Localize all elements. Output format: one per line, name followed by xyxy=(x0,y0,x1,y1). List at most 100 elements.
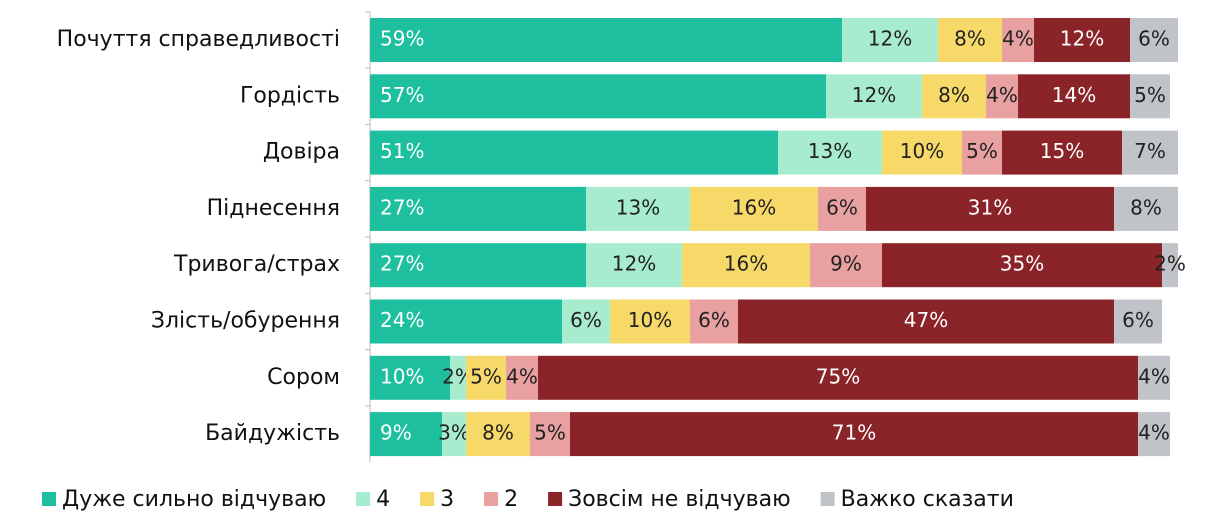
bar-segment xyxy=(690,186,818,231)
bar-segment xyxy=(882,243,1162,288)
value-label: 2% xyxy=(1154,252,1186,276)
category-label: Байдужість xyxy=(205,421,340,446)
bar-segment xyxy=(466,412,530,457)
category-label: Сором xyxy=(267,365,340,390)
bar-segment xyxy=(370,74,826,119)
legend-label: 2 xyxy=(504,487,518,512)
bar-segment xyxy=(1034,18,1130,62)
value-label: 4% xyxy=(986,83,1018,107)
value-label: 6% xyxy=(570,308,602,332)
value-label: 3% xyxy=(438,421,470,445)
bar-segment xyxy=(370,299,562,344)
value-label: 8% xyxy=(954,27,986,51)
value-label: 47% xyxy=(904,308,948,332)
bar-segment xyxy=(682,243,810,288)
value-label: 24% xyxy=(380,308,424,332)
value-label: 5% xyxy=(470,364,502,388)
value-label: 9% xyxy=(830,252,862,276)
bar-segment xyxy=(370,18,842,62)
value-label: 10% xyxy=(900,139,944,163)
bar-segment xyxy=(938,18,1002,62)
bar-segment xyxy=(610,299,690,344)
value-label: 13% xyxy=(616,195,660,219)
legend-swatch xyxy=(484,492,499,506)
value-label: 59% xyxy=(380,27,424,51)
legend-label: 4 xyxy=(376,487,390,512)
category-label: Злість/обурення xyxy=(151,309,340,334)
value-label: 27% xyxy=(380,195,424,219)
bar-segment xyxy=(370,186,586,231)
bar-segment xyxy=(586,186,690,231)
bar-segment xyxy=(826,74,922,119)
value-label: 8% xyxy=(1130,195,1162,219)
value-label: 4% xyxy=(506,364,538,388)
value-label: 12% xyxy=(852,83,896,107)
bar-segment xyxy=(530,412,570,457)
value-label: 10% xyxy=(628,308,672,332)
value-label: 10% xyxy=(380,364,424,388)
value-label: 7% xyxy=(1134,139,1166,163)
bar-segment xyxy=(818,186,866,231)
bar-segment xyxy=(810,243,882,288)
bar-segment xyxy=(882,130,962,175)
value-label: 75% xyxy=(816,364,860,388)
value-label: 4% xyxy=(1002,27,1034,51)
value-label: 5% xyxy=(966,139,998,163)
bar-segment xyxy=(370,355,450,400)
value-label: 57% xyxy=(380,83,424,107)
bar-segment xyxy=(1018,74,1130,119)
value-label: 16% xyxy=(724,252,768,276)
bar-segment xyxy=(738,299,1114,344)
bar-segment xyxy=(1002,18,1034,62)
category-label: Піднесення xyxy=(207,196,340,221)
bar-segment xyxy=(506,355,538,400)
value-label: 6% xyxy=(826,195,858,219)
legend-swatch xyxy=(356,492,371,506)
bar-segment xyxy=(1138,355,1170,400)
bar-segment xyxy=(986,74,1018,119)
value-label: 71% xyxy=(832,421,876,445)
bar-segment xyxy=(1122,130,1178,175)
bar-segment xyxy=(1130,18,1178,62)
legend-label: Важко сказати xyxy=(841,487,1014,512)
value-label: 8% xyxy=(938,83,970,107)
value-label: 35% xyxy=(1000,252,1044,276)
value-label: 15% xyxy=(1040,139,1084,163)
value-label: 31% xyxy=(968,195,1012,219)
bar-segment xyxy=(1114,299,1162,344)
value-label: 12% xyxy=(1060,27,1104,51)
bar-segment xyxy=(538,355,1138,400)
value-label: 13% xyxy=(808,139,852,163)
bar-segment xyxy=(442,412,466,457)
value-label: 51% xyxy=(380,139,424,163)
value-label: 12% xyxy=(868,27,912,51)
bar-segment xyxy=(962,130,1002,175)
bar-segment xyxy=(570,412,1138,457)
bar-segment xyxy=(370,243,586,288)
bar-segment xyxy=(1162,243,1178,288)
bar-segment xyxy=(1130,74,1170,119)
category-label: Почуття справедливості xyxy=(57,27,340,52)
value-label: 4% xyxy=(1138,364,1170,388)
bar-segment xyxy=(1114,186,1178,231)
bar-segment xyxy=(370,412,442,457)
value-label: 6% xyxy=(1122,308,1154,332)
value-label: 6% xyxy=(698,308,730,332)
bar-segment xyxy=(370,130,778,175)
legend-label: Зовсім не відчуваю xyxy=(568,487,791,512)
bar-segment xyxy=(922,74,986,119)
bar-segment xyxy=(586,243,682,288)
legend-swatch xyxy=(548,492,563,506)
bar-segment xyxy=(1138,412,1170,457)
legend-label: Дуже сильно відчуваю xyxy=(62,487,326,512)
bar-segment xyxy=(866,186,1114,231)
bar-segment xyxy=(778,130,882,175)
legend-swatch xyxy=(420,492,435,506)
value-label: 27% xyxy=(380,252,424,276)
category-label: Тривога/страх xyxy=(173,252,340,277)
value-label: 4% xyxy=(1138,421,1170,445)
legend-swatch xyxy=(42,492,56,506)
bar-segment xyxy=(466,355,506,400)
value-label: 6% xyxy=(1138,27,1170,51)
